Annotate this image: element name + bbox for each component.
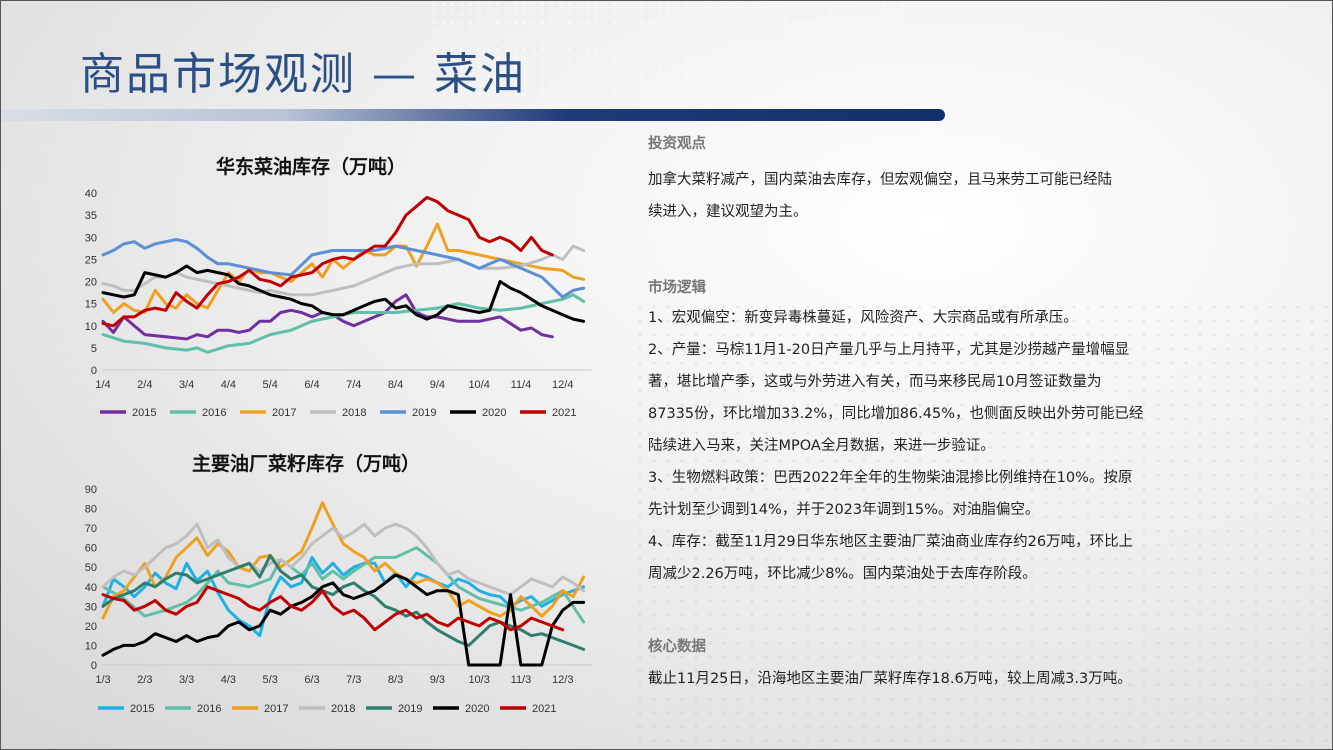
chart1-title: 华东菜油库存（万吨） xyxy=(216,156,407,178)
rapeseed-stock-chart: 0 10 20 30 40 50 60 70 80 90 1/3 2/3 3/3 4/3 5/3 6/3 7/3… xyxy=(85,484,592,715)
y-tick-label: 25 xyxy=(85,254,97,266)
legend-label-2018: 2018 xyxy=(342,407,366,419)
market-logic-line: 3、生物燃料政策：巴西2022年全年的生物柴油混掺比例维持在10%。按原 xyxy=(648,470,1133,486)
x-tick-label: 7/3 xyxy=(346,674,361,686)
x-tick-label: 10/3 xyxy=(468,674,489,686)
x-tick-label: 2/4 xyxy=(137,379,152,391)
legend-label-2016: 2016 xyxy=(197,703,221,715)
y-tick-label: 30 xyxy=(85,601,97,613)
x-tick-label: 9/4 xyxy=(430,379,445,391)
legend-label-2020: 2020 xyxy=(482,407,506,419)
y-tick-label: 20 xyxy=(85,621,97,633)
legend-label-2021: 2021 xyxy=(532,703,556,715)
series-line-2019 xyxy=(101,238,586,299)
x-tick-label: 6/4 xyxy=(304,379,319,391)
x-tick-label: 2/3 xyxy=(137,674,152,686)
x-tick-label: 5/3 xyxy=(263,674,278,686)
investment-view-line: 续进入，建议观望为主。 xyxy=(648,204,808,220)
legend-label-2018: 2018 xyxy=(331,703,355,715)
y-tick-label: 90 xyxy=(85,484,97,496)
legend-label-2020: 2020 xyxy=(465,703,489,715)
y-tick-label: 0 xyxy=(91,365,97,377)
legend-label-2019: 2019 xyxy=(398,703,422,715)
legend-label-2021: 2021 xyxy=(552,407,576,419)
y-tick-label: 40 xyxy=(85,188,97,200)
x-tick-label: 10/4 xyxy=(468,379,489,391)
y-tick-label: 70 xyxy=(85,523,97,535)
market-logic-line: 1、宏观偏空：新变异毒株蔓延，风险资产、大宗商品或有所承压。 xyxy=(648,310,1078,326)
y-tick-label: 20 xyxy=(85,277,97,289)
x-tick-label: 1/3 xyxy=(95,674,110,686)
legend-label-2017: 2017 xyxy=(264,703,288,715)
market-logic-heading: 市场逻辑 xyxy=(648,280,706,296)
series-line-2020 xyxy=(101,264,586,323)
y-tick-label: 35 xyxy=(85,210,97,222)
slide-title: 商品市场观测 — 菜油 xyxy=(80,49,526,100)
x-tick-label: 12/3 xyxy=(552,674,573,686)
market-logic-line: 先计划至少调到14%，并于2023年调到15%。对油脂偏空。 xyxy=(648,502,1040,518)
y-tick-label: 5 xyxy=(91,343,97,355)
x-tick-label: 4/3 xyxy=(221,674,236,686)
chart2-title: 主要油厂菜籽库存（万吨） xyxy=(192,453,421,475)
y-tick-label: 80 xyxy=(85,504,97,516)
x-tick-label: 1/4 xyxy=(95,379,110,391)
series-line-2021 xyxy=(101,585,565,632)
x-tick-label: 7/4 xyxy=(346,379,361,391)
y-tick-label: 15 xyxy=(85,299,97,311)
y-tick-label: 60 xyxy=(85,543,97,555)
x-tick-label: 3/4 xyxy=(179,379,194,391)
series-line-2016 xyxy=(101,546,586,624)
series-line-2015 xyxy=(101,293,554,341)
east-china-rapeseed-oil-stock-chart: 0 5 10 15 20 25 30 35 40 1/4 2/4 3/4 4/4 5/4 6/4 7/4 8/4… xyxy=(85,188,592,419)
x-tick-label: 12/4 xyxy=(552,379,573,391)
legend-label-2016: 2016 xyxy=(202,407,226,419)
title-underline-bar xyxy=(0,109,945,121)
x-tick-label: 8/4 xyxy=(388,379,403,391)
market-logic-line: 4、库存：截至11月29日华东地区主要油厂菜油商业库存约26万吨，环比上 xyxy=(648,534,1134,550)
y-tick-label: 30 xyxy=(85,232,97,244)
series-line-2017 xyxy=(101,222,586,314)
legend-label-2017: 2017 xyxy=(272,407,296,419)
market-logic-line: 著，堪比增产季，这或与外劳进入有关，而马来移民局10月签证数量为 xyxy=(648,374,1102,390)
investment-view-heading: 投资观点 xyxy=(648,136,706,152)
y-tick-label: 40 xyxy=(85,582,97,594)
x-tick-label: 5/4 xyxy=(263,379,278,391)
x-tick-label: 3/3 xyxy=(179,674,194,686)
background-map xyxy=(430,0,910,120)
x-tick-label: 11/3 xyxy=(511,674,532,686)
x-tick-label: 11/4 xyxy=(511,379,532,391)
market-logic-line: 2、产量：马棕11月1-20日产量几乎与上月持平，尤其是沙捞越产量增幅显 xyxy=(648,342,1130,358)
y-tick-label: 10 xyxy=(85,640,97,652)
series-line-2017 xyxy=(101,501,586,620)
y-tick-label: 0 xyxy=(91,660,97,672)
core-data-heading: 核心数据 xyxy=(648,639,706,655)
x-tick-label: 9/3 xyxy=(430,674,445,686)
background-dots xyxy=(633,300,1333,750)
series-line-2020 xyxy=(101,573,586,667)
market-logic-line: 87335份，环比增加33.2%，同比增加86.45%，也侧面反映出外劳可能已经 xyxy=(648,406,1144,422)
market-logic-line: 周减少2.26万吨，环比减少8%。国内菜油处于去库存阶段。 xyxy=(648,566,1037,582)
market-logic-line: 陆续进入马来，关注MPOA全月数据，来进一步验证。 xyxy=(648,438,995,454)
core-data-line: 截止11月25日，沿海地区主要油厂菜籽库存18.6万吨，较上周减3.3万吨。 xyxy=(648,671,1132,687)
x-tick-label: 8/3 xyxy=(388,674,403,686)
y-tick-label: 50 xyxy=(85,562,97,574)
series-line-2015 xyxy=(101,555,586,638)
y-tick-label: 10 xyxy=(85,321,97,333)
x-tick-label: 6/3 xyxy=(304,674,319,686)
legend-label-2015: 2015 xyxy=(130,703,154,715)
legend-label-2015: 2015 xyxy=(132,407,156,419)
legend-label-2019: 2019 xyxy=(412,407,436,419)
x-tick-label: 4/4 xyxy=(221,379,236,391)
series-line-2021 xyxy=(101,195,554,328)
investment-view-line: 加拿大菜籽减产，国内菜油去库存，但宏观偏空，且马来劳工可能已经陆 xyxy=(648,172,1112,188)
series-line-2018 xyxy=(101,522,586,597)
